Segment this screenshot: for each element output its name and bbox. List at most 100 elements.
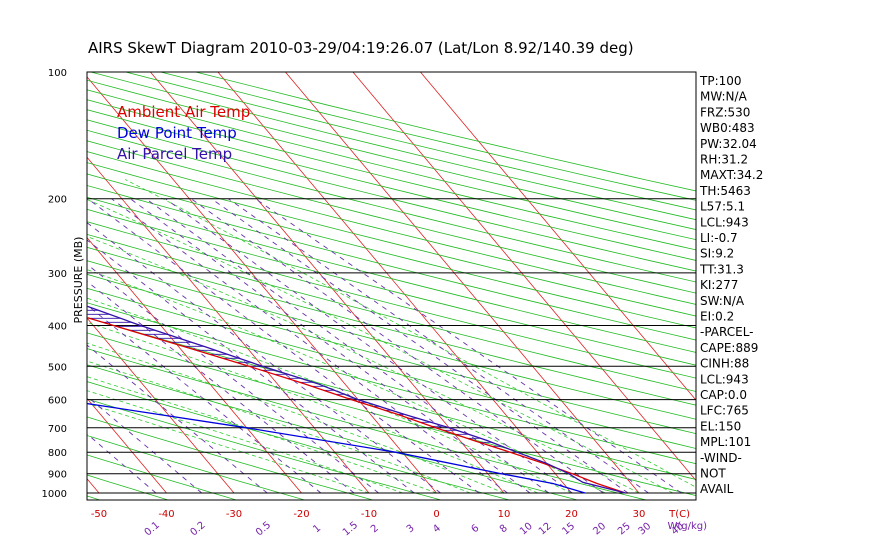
dry-adiabat-line: [87, 435, 306, 500]
isotherm-line: [420, 72, 696, 401]
series-line-air-parcel-temp: [87, 305, 626, 494]
dry-adiabat-line: [87, 416, 374, 500]
moist-adiabat-line: [87, 236, 640, 494]
stat-line: -WIND-: [700, 451, 742, 465]
mixing-ratio-tick-label: 1: [311, 523, 323, 536]
dry-adiabat-line: [87, 287, 696, 449]
dry-adiabat-line: [87, 173, 696, 329]
bottom-temp-tick-label: -10: [361, 509, 377, 520]
moist-adiabat-line: [87, 342, 505, 494]
dry-adiabat-line: [87, 332, 696, 497]
bottom-temp-tick-label: -20: [293, 509, 309, 520]
series-line-ambient-air-temp: [87, 316, 626, 494]
dry-adiabat-line: [160, 72, 696, 201]
mixing-ratio-tick-label: 8: [498, 523, 510, 536]
pressure-tick-label: 700: [48, 424, 67, 435]
stat-line: CINH:88: [700, 357, 749, 371]
moist-adiabat-line: [125, 179, 696, 488]
bottom-temp-tick-label: 30: [633, 509, 646, 520]
bottom-temp-tick-label: -30: [226, 509, 242, 520]
mixing-ratio-line: [255, 198, 682, 494]
stat-line: TT:31.3: [699, 262, 744, 276]
stat-line: EI:0.2: [700, 310, 734, 324]
pressure-tick-label: 200: [48, 195, 67, 206]
moist-adiabat-line: [87, 297, 572, 494]
pressure-tick-label: 300: [48, 269, 67, 280]
stat-line: TP:100: [699, 74, 742, 88]
mixing-ratio-tick-label: 20: [591, 521, 608, 538]
x-axis-label: T(C): [668, 509, 690, 520]
background-grid: [0, 72, 696, 500]
dry-adiabat-line: [87, 233, 696, 392]
stat-line: NOT: [700, 467, 726, 481]
pressure-tick-label: 600: [48, 396, 67, 407]
mixing-ratio-tick-label: 12: [537, 521, 554, 538]
mixing-ratio-tick-label: 25: [616, 521, 633, 538]
moist-adiabat-line: [87, 322, 538, 494]
isotherm-line: [0, 72, 32, 493]
pressure-tick-label: 1000: [42, 489, 67, 500]
mixing-ratio-line: [87, 395, 202, 494]
mixing-ratio-line: [165, 198, 573, 494]
bottom-temp-tick-label: 0: [433, 509, 439, 520]
mixing-ratio-label: W(g/kg): [667, 521, 707, 532]
isotherm-line: [352, 72, 696, 482]
stat-line: EL:150: [700, 419, 741, 433]
bottom-temp-tick-label: 20: [565, 509, 578, 520]
dry-adiabat-line: [87, 495, 101, 500]
dry-adiabat-line: [87, 151, 696, 305]
dry-adiabat-line: [87, 260, 696, 420]
dry-adiabat-line: [87, 208, 696, 366]
stat-line: KI:277: [700, 278, 738, 292]
moist-adiabat-line: [87, 360, 471, 494]
mixing-ratio-line: [87, 198, 480, 494]
mixing-ratio-line: [145, 198, 550, 494]
pressure-tick-label: 800: [48, 448, 67, 459]
chart-legend: Ambient Air Temp Dew Point Temp Air Parcel…: [117, 103, 250, 163]
stat-line: LFC:765: [700, 404, 749, 418]
mixing-ratio-tick-label: 10: [518, 521, 535, 538]
y-axis-label: PRESSURE (MB): [72, 237, 85, 324]
stat-line: PW:32.04: [700, 137, 757, 151]
stat-line: TH:5463: [699, 184, 751, 198]
stat-line: SI:9.2: [700, 247, 734, 261]
stat-line: AVAIL: [700, 482, 734, 496]
dry-adiabat-line: [87, 129, 696, 283]
dry-adiabat-line: [87, 196, 696, 353]
mixing-ratio-tick-label: 30: [636, 521, 653, 538]
mixing-ratio-line: [190, 198, 604, 494]
dry-adiabat-line: [87, 348, 647, 500]
bottom-temp-tick-label: -40: [158, 509, 174, 520]
isotherm-line: [87, 156, 370, 494]
mixing-ratio-tick-label: 0.1: [143, 520, 162, 539]
dry-adiabat-line: [87, 246, 696, 406]
mixing-ratio-tick-label: 15: [560, 521, 577, 538]
mixing-ratio-line: [87, 222, 441, 494]
mixing-ratio-line: [87, 344, 268, 494]
plot-frame: [86, 71, 697, 501]
stat-line: MAXT:34.2: [700, 168, 763, 182]
stat-line: LCL:943: [700, 372, 749, 386]
mixing-ratio-tick-label: 0.5: [254, 520, 273, 539]
dry-adiabat-line: [87, 317, 696, 480]
pressure-tick-label: 900: [48, 470, 67, 481]
dry-adiabat-line: [87, 109, 696, 261]
dry-adiabat-line: [87, 273, 696, 435]
mixing-ratio-tick-label: 1.5: [341, 520, 360, 539]
stat-line: L57:5.1: [700, 200, 745, 214]
dry-adiabat-line: [87, 119, 696, 272]
dry-adiabat-line: [87, 454, 238, 500]
dry-adiabat-line: [87, 398, 442, 500]
dry-adiabat-line: [87, 221, 696, 379]
stat-line: CAP:0.0: [700, 388, 747, 402]
dry-adiabat-line: [87, 364, 579, 500]
pressure-tick-label: 400: [48, 321, 67, 332]
chart-title: AIRS SkewT Diagram 2010-03-29/04:19:26.0…: [88, 39, 634, 57]
sounding-series: [87, 305, 626, 494]
mixing-ratio-line: [111, 198, 508, 494]
dry-adiabat-line: [87, 140, 696, 294]
pressure-tick-label: 500: [48, 362, 67, 373]
moist-adiabat-line: [87, 402, 370, 494]
stat-line: MW:N/A: [700, 90, 748, 104]
